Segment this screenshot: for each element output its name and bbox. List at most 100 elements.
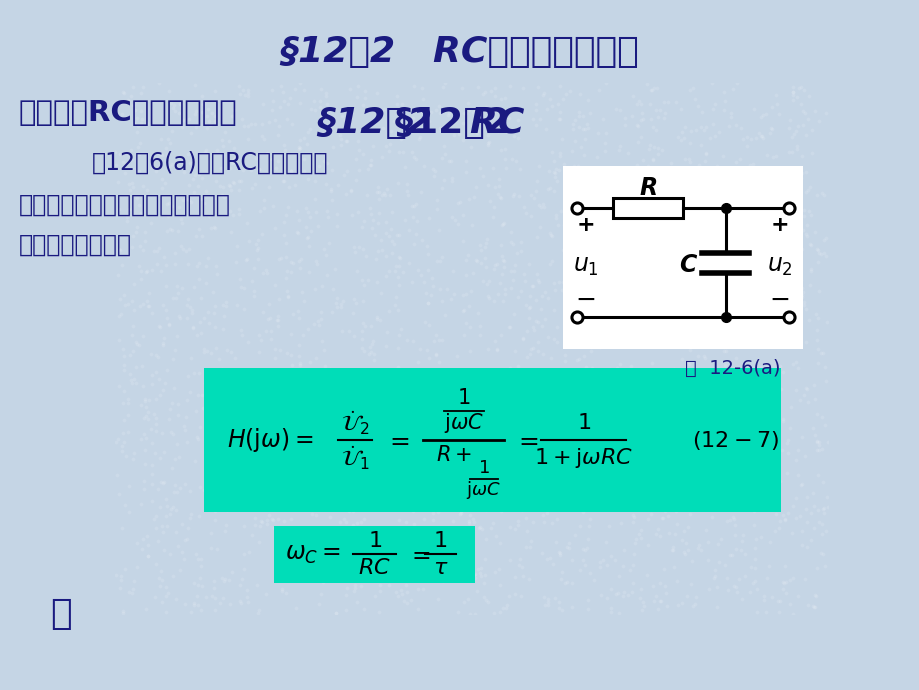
Point (676, 525, 691, 536)
Point (559, 293, 573, 304)
Point (795, 225, 810, 236)
Point (562, 86, 576, 97)
Point (680, 544, 695, 555)
Point (194, 106, 209, 117)
Point (454, 83, 469, 94)
Point (240, 597, 255, 608)
Point (292, 382, 307, 393)
Point (818, 376, 833, 387)
Point (194, 231, 209, 242)
Point (259, 148, 274, 159)
Point (709, 293, 723, 304)
Point (437, 78, 451, 89)
Point (682, 490, 697, 501)
Point (379, 326, 393, 337)
Point (328, 607, 343, 618)
Point (784, 359, 799, 370)
Point (307, 283, 322, 294)
Point (806, 602, 821, 613)
Point (766, 215, 781, 226)
Point (166, 382, 181, 393)
Point (415, 93, 430, 104)
Point (750, 128, 765, 139)
Point (667, 440, 682, 451)
Point (663, 215, 677, 226)
Point (321, 211, 335, 222)
Point (132, 137, 147, 148)
Point (575, 124, 590, 135)
Point (273, 447, 288, 458)
Point (297, 132, 312, 144)
Point (202, 370, 217, 381)
Point (717, 359, 732, 371)
Point (387, 382, 402, 393)
Point (134, 273, 149, 284)
Point (278, 252, 293, 263)
Point (119, 451, 133, 462)
Point (660, 331, 675, 342)
Point (818, 108, 833, 119)
Point (165, 462, 179, 473)
Point (578, 253, 593, 264)
Point (133, 400, 148, 411)
Point (158, 177, 173, 188)
Point (152, 242, 166, 253)
Point (122, 204, 137, 215)
Point (491, 181, 505, 192)
Point (603, 382, 618, 393)
Point (472, 482, 487, 493)
Point (391, 279, 405, 290)
Point (537, 286, 551, 297)
Point (108, 569, 123, 580)
Point (590, 385, 605, 396)
Point (800, 396, 814, 407)
Point (483, 86, 498, 97)
Point (495, 219, 510, 230)
Point (775, 337, 789, 348)
Point (238, 255, 253, 266)
Point (350, 81, 365, 92)
Point (698, 437, 713, 448)
Point (168, 593, 183, 604)
Point (478, 594, 493, 605)
Point (602, 190, 617, 201)
Point (567, 115, 582, 126)
Point (679, 206, 694, 217)
Text: $1$: $1$ (478, 459, 489, 477)
Point (543, 229, 558, 240)
Point (674, 239, 688, 250)
Point (618, 208, 632, 219)
Point (657, 453, 672, 464)
Point (764, 388, 778, 399)
Point (298, 202, 312, 213)
Point (536, 470, 550, 481)
Point (708, 244, 722, 255)
Point (625, 91, 640, 102)
Point (165, 224, 179, 235)
Point (809, 445, 823, 456)
Point (548, 164, 562, 175)
Point (675, 497, 689, 509)
Point (575, 110, 590, 121)
Point (492, 563, 506, 574)
Point (216, 310, 231, 321)
Point (683, 578, 698, 589)
Point (449, 397, 464, 408)
Point (312, 599, 326, 610)
Point (607, 467, 622, 478)
Point (369, 313, 384, 324)
Point (518, 385, 533, 396)
Point (301, 126, 315, 137)
Point (367, 355, 381, 366)
Point (564, 170, 579, 181)
Point (389, 586, 403, 598)
Point (333, 475, 347, 486)
Point (622, 397, 637, 408)
Point (462, 322, 477, 333)
Point (733, 188, 748, 199)
Point (202, 489, 217, 500)
Point (712, 213, 727, 224)
Point (405, 335, 420, 346)
Point (456, 596, 471, 607)
Point (415, 554, 430, 565)
